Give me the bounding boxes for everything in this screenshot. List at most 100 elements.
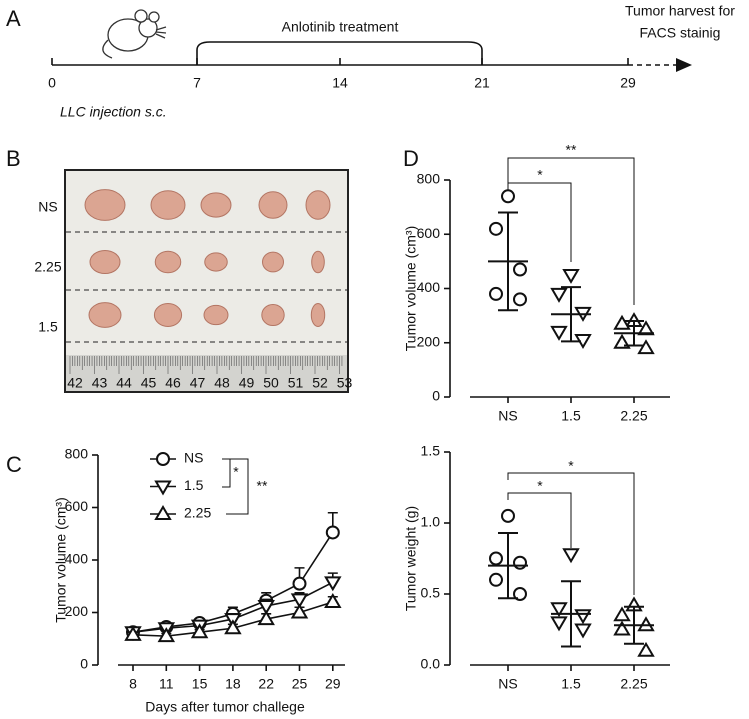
y-tick-label: 800 bbox=[417, 171, 441, 187]
significance-bracket bbox=[507, 492, 572, 548]
data-point bbox=[290, 603, 309, 619]
data-point bbox=[190, 623, 209, 639]
data-point bbox=[489, 551, 503, 566]
significance-bracket bbox=[226, 458, 249, 515]
tumor bbox=[311, 250, 325, 274]
y-tick-label: 200 bbox=[417, 333, 441, 349]
tumor bbox=[89, 249, 121, 275]
y-tick-label: 1.5 bbox=[421, 443, 441, 459]
ruler-number: 46 bbox=[165, 375, 181, 391]
significance-label: * bbox=[537, 478, 543, 494]
sd-bar bbox=[561, 286, 581, 343]
tumor bbox=[203, 304, 229, 326]
significance-label: * bbox=[537, 167, 543, 183]
data-point bbox=[637, 641, 655, 657]
treatment-label: Anlotinib treatment bbox=[282, 19, 399, 35]
tumor bbox=[258, 191, 288, 219]
data-point bbox=[489, 286, 503, 301]
ruler-number: 45 bbox=[141, 375, 157, 391]
timeline-tick-label: 29 bbox=[620, 75, 636, 91]
x-tick-label: 2.25 bbox=[620, 408, 647, 424]
data-point bbox=[489, 572, 503, 587]
data-point bbox=[257, 599, 275, 615]
data-point bbox=[224, 619, 242, 635]
legend-marker bbox=[154, 505, 172, 520]
data-point bbox=[157, 627, 176, 643]
ruler-number: 50 bbox=[263, 375, 279, 391]
legend-label: 2.25 bbox=[184, 505, 211, 521]
x-tick-label: 22 bbox=[258, 676, 274, 692]
row-label: 1.5 bbox=[38, 319, 58, 335]
data-point bbox=[562, 268, 580, 284]
significance-bracket bbox=[507, 157, 635, 305]
data-point bbox=[124, 625, 142, 641]
tumor bbox=[305, 190, 331, 220]
ruler-number: 42 bbox=[67, 375, 83, 391]
significance-label: * bbox=[568, 458, 574, 474]
ruler-number: 47 bbox=[190, 375, 206, 391]
ruler-number: 49 bbox=[239, 375, 255, 391]
ruler bbox=[66, 355, 347, 391]
end-note: FACS stainig bbox=[640, 25, 721, 41]
data-point bbox=[292, 576, 307, 591]
data-point bbox=[637, 339, 655, 355]
legend-marker bbox=[156, 452, 170, 466]
y-axis-label: Tumor volume (cm³) bbox=[53, 497, 69, 623]
y-tick-label: 0 bbox=[80, 656, 88, 672]
y-axis-label: Tumor weight (g) bbox=[403, 506, 419, 611]
data-point bbox=[325, 525, 340, 540]
y-axis-label: Tumor volume (cm³) bbox=[403, 226, 419, 352]
data-point bbox=[550, 616, 568, 632]
significance-bracket bbox=[222, 458, 231, 488]
legend-marker bbox=[154, 480, 172, 496]
sd-bar bbox=[624, 605, 644, 645]
data-point bbox=[290, 593, 309, 609]
mouse-icon bbox=[102, 9, 167, 59]
data-point bbox=[257, 610, 275, 626]
data-point bbox=[513, 587, 527, 601]
sd-bar bbox=[498, 211, 518, 312]
panel-label: B bbox=[6, 146, 21, 171]
x-tick-label: NS bbox=[498, 676, 517, 692]
timeline-tick-label: 7 bbox=[193, 75, 201, 91]
panel-label: C bbox=[6, 452, 22, 477]
significance-label: ** bbox=[566, 142, 577, 158]
data-point bbox=[550, 325, 568, 341]
panel-label: D bbox=[403, 146, 419, 171]
significance-label: ** bbox=[257, 478, 268, 494]
sd-bar bbox=[561, 580, 581, 648]
ruler-number: 53 bbox=[337, 375, 353, 391]
significance-bracket bbox=[507, 182, 572, 262]
data-point bbox=[513, 292, 527, 307]
ruler-number: 48 bbox=[214, 375, 230, 391]
data-point bbox=[550, 287, 568, 303]
data-point bbox=[574, 609, 592, 625]
panel-label: A bbox=[6, 6, 21, 31]
data-point bbox=[550, 602, 568, 618]
timeline-tick-label: 0 bbox=[48, 75, 56, 91]
data-point bbox=[513, 555, 527, 570]
data-point bbox=[613, 314, 631, 330]
y-tick-label: 600 bbox=[417, 225, 441, 241]
y-tick-label: 0.0 bbox=[421, 656, 441, 672]
row-label: NS bbox=[38, 199, 57, 215]
tumor bbox=[154, 250, 182, 274]
y-tick-label: 400 bbox=[65, 551, 89, 567]
tumor bbox=[150, 190, 186, 220]
y-tick-label: 600 bbox=[65, 498, 89, 514]
x-tick-label: 15 bbox=[192, 676, 208, 692]
ruler-number: 43 bbox=[92, 375, 108, 391]
x-tick-label: 29 bbox=[325, 676, 341, 692]
significance-label: * bbox=[233, 464, 239, 480]
y-tick-label: 0 bbox=[432, 388, 440, 404]
end-note: Tumor harvest for bbox=[625, 3, 735, 19]
y-tick-label: 400 bbox=[417, 279, 441, 295]
legend-label: 1.5 bbox=[184, 477, 204, 493]
timeline-tick-label: 14 bbox=[332, 75, 348, 91]
tumor bbox=[204, 252, 228, 272]
tumor bbox=[84, 189, 126, 221]
x-tick-label: 1.5 bbox=[561, 676, 581, 692]
ruler-number: 44 bbox=[116, 375, 132, 391]
x-axis-label: Days after tumor challege bbox=[145, 699, 305, 715]
